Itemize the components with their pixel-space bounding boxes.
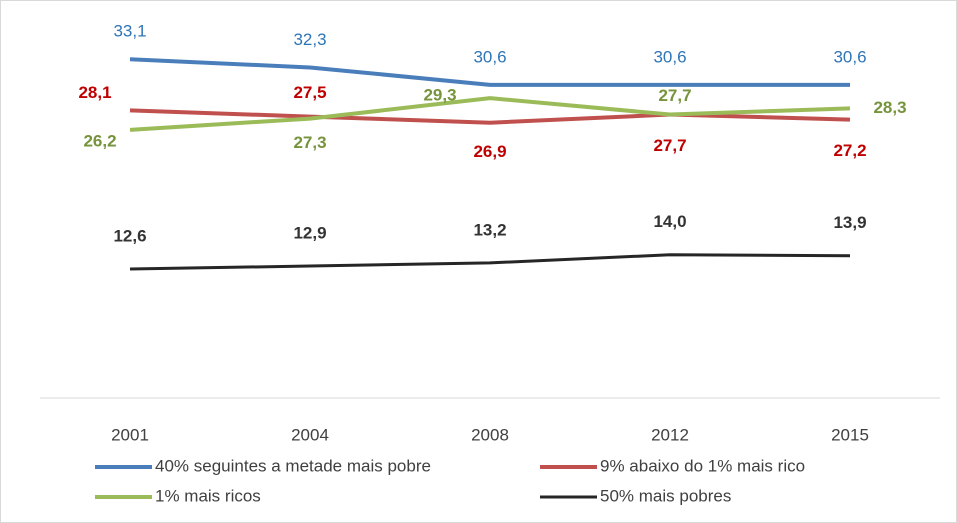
data-label: 27,3 bbox=[293, 133, 326, 152]
data-label: 33,1 bbox=[113, 22, 146, 41]
data-label: 28,3 bbox=[873, 98, 906, 117]
series-line bbox=[129, 57, 850, 87]
legend-label: 1% mais ricos bbox=[155, 486, 261, 505]
legend-label: 40% seguintes a metade mais pobre bbox=[155, 456, 431, 475]
data-label: 13,9 bbox=[833, 213, 866, 232]
data-label: 29,3 bbox=[423, 86, 456, 105]
data-label: 30,6 bbox=[833, 47, 866, 66]
x-tick-label: 2015 bbox=[831, 425, 869, 444]
data-label: 28,1 bbox=[78, 83, 111, 102]
data-label: 27,5 bbox=[293, 83, 326, 102]
data-label: 12,9 bbox=[293, 223, 326, 242]
x-tick-label: 2004 bbox=[291, 425, 329, 444]
series-line bbox=[129, 96, 851, 132]
data-label: 27,7 bbox=[658, 86, 691, 105]
legend-label: 50% mais pobres bbox=[600, 486, 731, 505]
x-tick-label: 2008 bbox=[471, 425, 509, 444]
data-label: 32,3 bbox=[293, 30, 326, 49]
data-label: 14,0 bbox=[653, 212, 686, 231]
data-label: 27,7 bbox=[653, 136, 686, 155]
series-line bbox=[129, 253, 851, 271]
data-label: 30,6 bbox=[653, 47, 686, 66]
series-line bbox=[129, 108, 851, 125]
legend-label: 9% abaixo do 1% mais rico bbox=[600, 456, 805, 475]
data-label: 26,2 bbox=[83, 131, 116, 150]
data-label: 30,6 bbox=[473, 47, 506, 66]
x-tick-label: 2012 bbox=[651, 425, 689, 444]
data-label: 12,6 bbox=[113, 227, 146, 246]
data-label: 26,9 bbox=[473, 142, 506, 161]
data-label: 27,2 bbox=[833, 141, 866, 160]
data-label: 13,2 bbox=[473, 220, 506, 239]
x-tick-label: 2001 bbox=[111, 425, 149, 444]
